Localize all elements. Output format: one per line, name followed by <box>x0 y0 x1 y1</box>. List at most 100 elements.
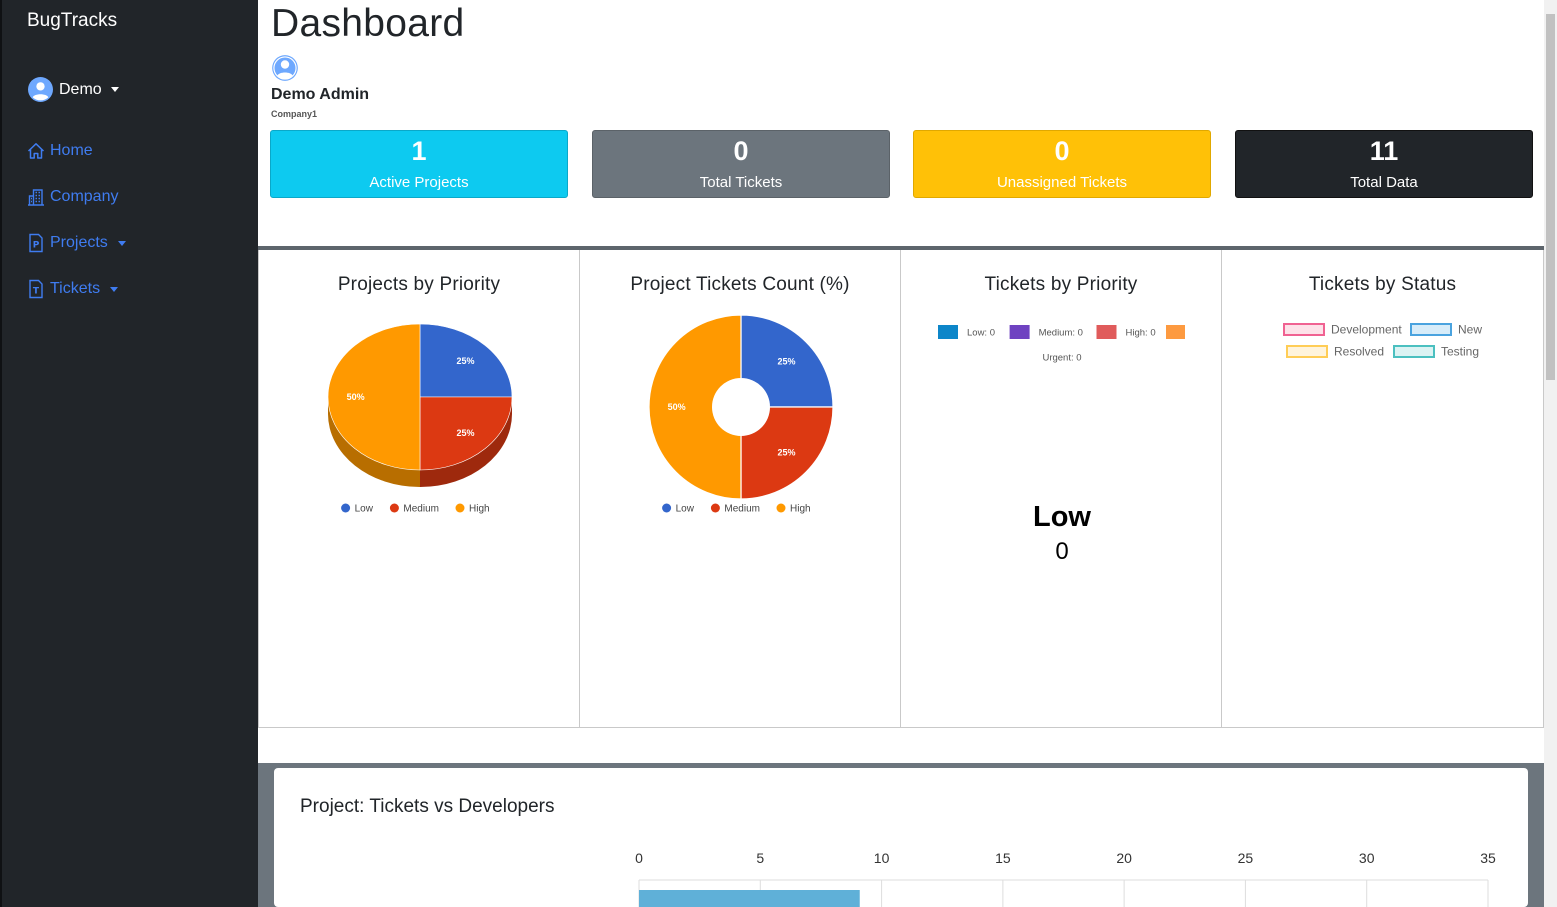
donut-slice-medium[interactable] <box>740 406 834 500</box>
stat-value: 0 <box>733 136 749 166</box>
center-label: Low <box>1033 501 1091 533</box>
tickets-vs-developers-chart[interactable]: 0 5 10 15 20 25 30 35 <box>274 840 1528 907</box>
stat-label: Unassigned Tickets <box>996 174 1128 191</box>
pie-label-low: 25% <box>457 356 475 366</box>
donut-label-medium: 25% <box>778 448 796 458</box>
pie-slice-medium[interactable] <box>419 396 513 471</box>
stat-label: Total Tickets <box>699 174 783 191</box>
center-value: 0 <box>1055 538 1068 565</box>
profile-name: Demo Admin <box>271 86 370 103</box>
stat-label: Active Projects <box>369 174 469 191</box>
legend-label-medium[interactable]: Medium <box>724 504 760 515</box>
pie-side-medium <box>420 397 512 487</box>
tickets-file-icon: T <box>29 279 43 299</box>
legend-label-low[interactable]: Low <box>355 504 374 515</box>
legend-label[interactable]: Development <box>1331 323 1402 337</box>
donut-slice-low[interactable] <box>740 314 834 408</box>
stat-label: Total Data <box>1350 174 1418 191</box>
stat-card-total-tickets[interactable]: 0 Total Tickets <box>592 130 890 198</box>
chart-title: Tickets by Status <box>1308 274 1457 295</box>
tickets-vs-developers-title: Project: Tickets vs Developers <box>300 796 555 817</box>
chevron-down-icon <box>110 87 119 92</box>
legend-label[interactable]: High: 0 <box>1126 328 1156 339</box>
nav-item-tickets-label: Tickets <box>50 280 101 297</box>
nav-item-company-label: Company <box>50 188 119 205</box>
profile-avatar-icon[interactable] <box>271 54 299 82</box>
tickets-by-priority-chart[interactable]: Low: 0 Medium: 0 High: 0 Urgent: 0 Low 0 <box>901 250 1223 728</box>
bar[interactable] <box>639 890 860 907</box>
x-tick-label: 25 <box>1238 850 1254 866</box>
page-scrollbar-thumb[interactable] <box>1546 14 1555 380</box>
nav-item-projects[interactable]: P Projects <box>26 233 126 253</box>
donut-hole <box>712 378 770 436</box>
nav-item-home-label: Home <box>50 142 93 159</box>
legend-swatch-medium <box>389 503 399 513</box>
user-menu-name: Demo <box>59 80 102 98</box>
chevron-down-icon <box>117 240 126 246</box>
donut-slice-high[interactable] <box>648 314 742 500</box>
legend-swatch-low <box>341 503 351 513</box>
x-tick-label: 20 <box>1116 850 1132 866</box>
svg-text:P: P <box>33 241 40 251</box>
chart-title: Projects by Priority <box>337 274 501 295</box>
x-tick-label: 30 <box>1359 850 1375 866</box>
sidebar: BugTracks Demo Home Company <box>0 0 258 907</box>
x-tick-label: 5 <box>756 850 764 866</box>
profile-company: Company1 <box>271 109 318 119</box>
panel-projects-by-priority: Projects by Priority 25% 25% 50% Low Medium H… <box>258 250 580 728</box>
brand-title[interactable]: BugTracks <box>27 10 118 31</box>
legend-label[interactable]: Low: 0 <box>967 328 995 339</box>
nav-item-company[interactable]: Company <box>26 187 118 207</box>
donut-label-high: 50% <box>668 402 686 412</box>
legend-label[interactable]: Medium: 0 <box>1039 328 1083 339</box>
legend-label[interactable]: Resolved <box>1334 345 1384 359</box>
legend-swatch-high <box>455 503 465 513</box>
nav-item-tickets[interactable]: T Tickets <box>26 279 119 299</box>
legend-swatch <box>1166 325 1185 339</box>
tickets-vs-developers-card <box>274 768 1528 907</box>
x-tick-label: 10 <box>874 850 890 866</box>
x-tick-label: 35 <box>1480 850 1496 866</box>
project-tickets-count-chart[interactable]: 25% 25% 50% Low Medium High <box>580 250 902 728</box>
legend-label[interactable]: Testing <box>1441 345 1479 359</box>
projects-file-icon: P <box>29 233 43 253</box>
stat-card-unassigned-tickets[interactable]: 0 Unassigned Tickets <box>913 130 1211 198</box>
x-tick-label: 15 <box>995 850 1011 866</box>
legend-label-low[interactable]: Low <box>676 504 695 515</box>
legend-label-high[interactable]: High <box>790 504 811 515</box>
nav-item-projects-label: Projects <box>50 234 108 251</box>
legend-label[interactable]: Urgent: 0 <box>1042 353 1081 364</box>
svg-text:T: T <box>33 287 40 297</box>
chart-panel-row: Projects by Priority 25% 25% 50% Low Medium H… <box>258 246 1544 728</box>
pie-label-medium: 25% <box>457 428 475 438</box>
user-avatar-icon <box>28 77 53 102</box>
building-icon <box>28 189 44 206</box>
user-menu-toggle[interactable]: Demo <box>28 77 119 102</box>
page-title: Dashboard <box>271 2 465 45</box>
stat-value: 1 <box>411 136 427 166</box>
nav-item-home[interactable]: Home <box>26 141 93 161</box>
chart-title: Tickets by Priority <box>984 274 1138 295</box>
tickets-by-status-chart[interactable]: Development New Resolved Testing <box>1222 250 1545 728</box>
pie-slice-high[interactable] <box>327 323 421 471</box>
legend-swatch <box>1009 325 1030 339</box>
stat-value: 0 <box>1054 136 1070 166</box>
home-icon <box>27 143 45 159</box>
panel-project-tickets-count: Project Tickets Count (%) 25% 25% 50% Low Me… <box>579 250 901 728</box>
legend-swatch <box>938 325 958 339</box>
legend-swatch <box>1410 323 1452 336</box>
projects-by-priority-chart[interactable]: 25% 25% 50% Low Medium High <box>259 250 581 728</box>
legend-swatch <box>1096 325 1117 339</box>
stat-card-active-projects[interactable]: 1 Active Projects <box>270 130 568 198</box>
stat-card-total-data[interactable]: 11 Total Data <box>1235 130 1533 198</box>
legend-swatch <box>1283 323 1325 336</box>
pie-slice-low[interactable] <box>419 323 513 398</box>
chart-title: Project Tickets Count (%) <box>630 274 850 295</box>
legend-swatch-low <box>662 503 672 513</box>
legend-label[interactable]: New <box>1458 323 1482 337</box>
legend-label-medium[interactable]: Medium <box>403 504 439 515</box>
chevron-down-icon <box>110 286 119 292</box>
pie-label-high: 50% <box>347 392 365 402</box>
legend-label-high[interactable]: High <box>469 504 490 515</box>
